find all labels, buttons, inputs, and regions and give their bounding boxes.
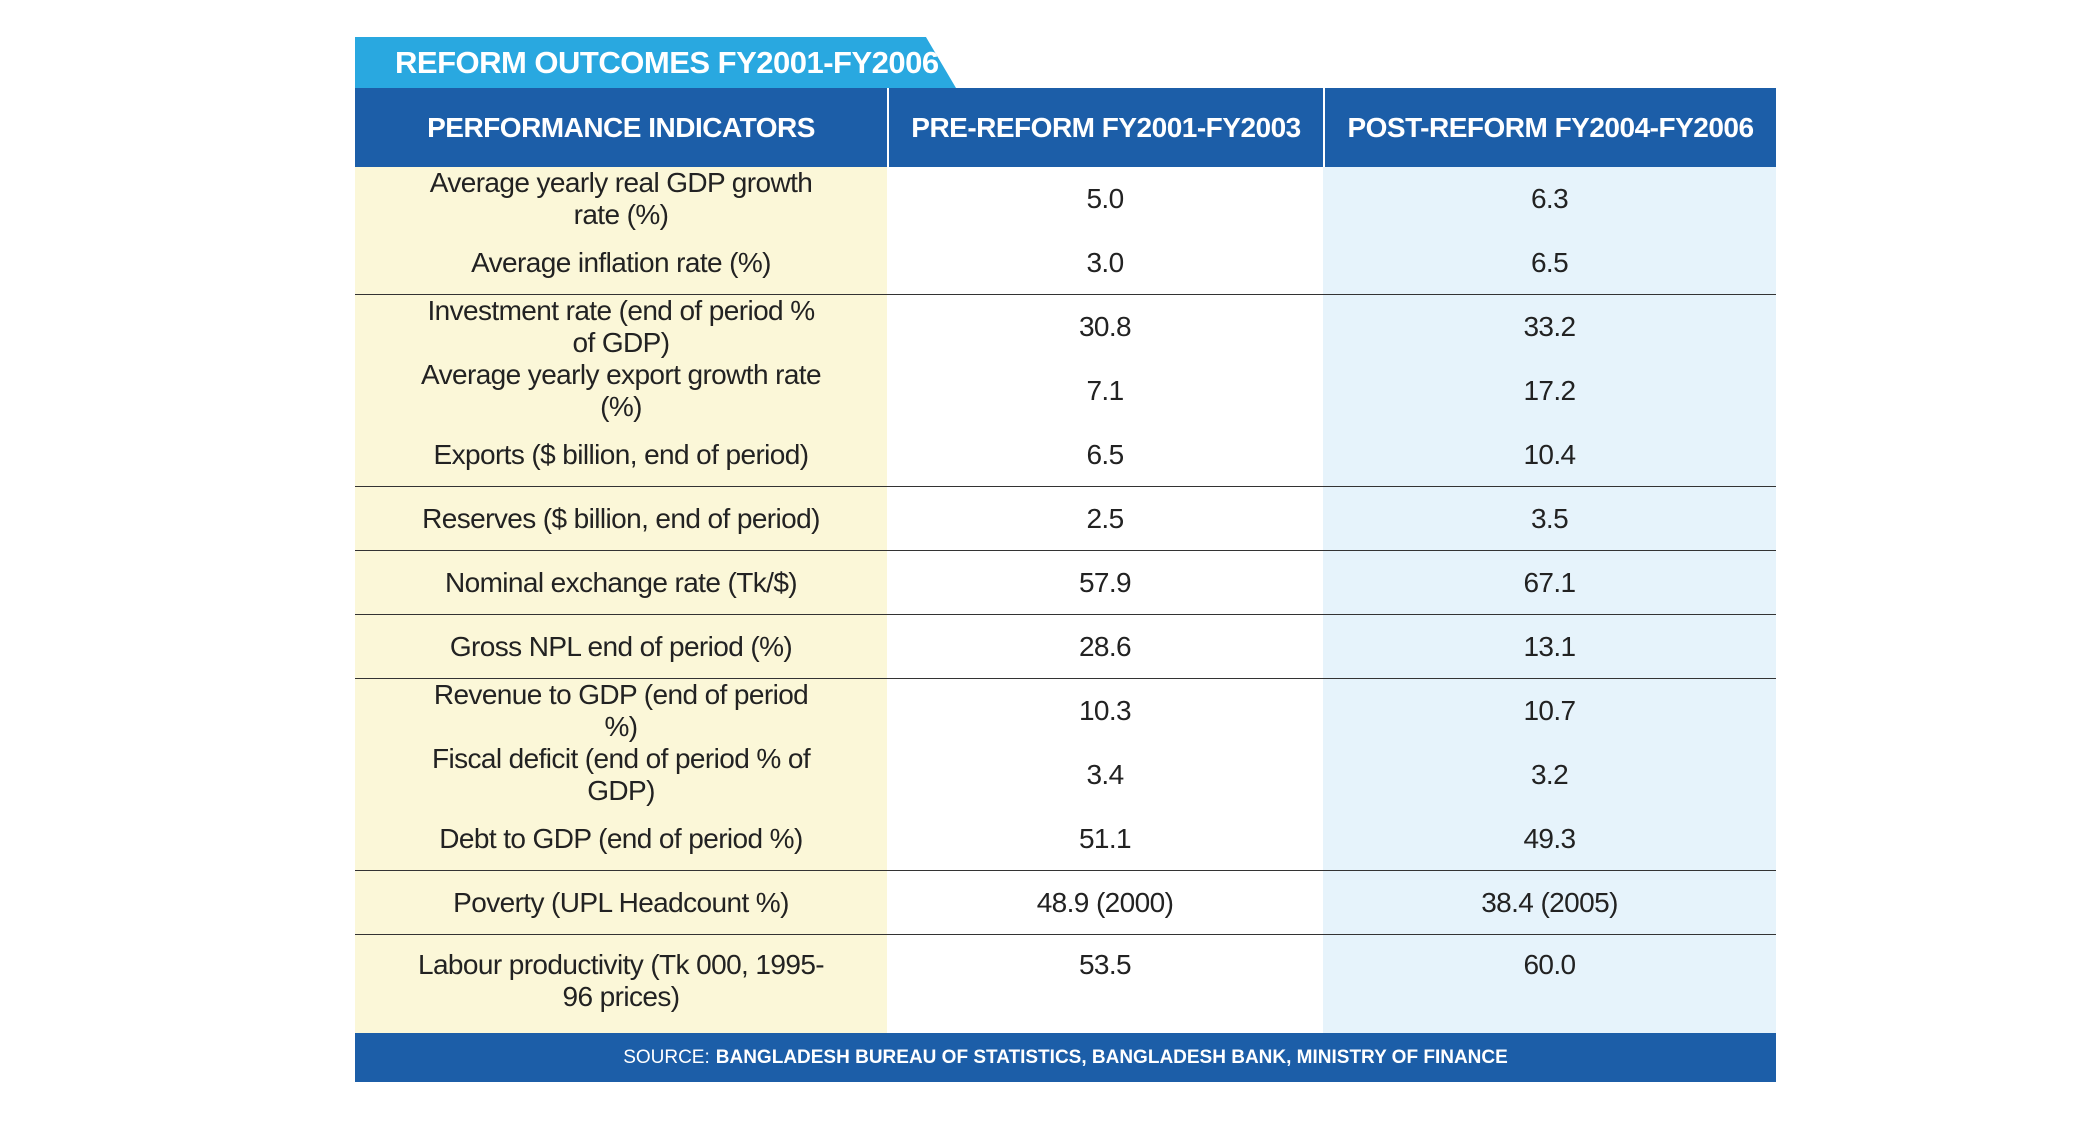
value-cell: 2.5 xyxy=(887,487,1323,550)
table-row: Average yearly export growth rate (%) 7.1… xyxy=(355,359,1776,423)
column-header: PRE-REFORM FY2001-FY2003 xyxy=(887,88,1323,167)
source-label: SOURCE: xyxy=(623,1046,710,1068)
table-row: Gross NPL end of period (%) 28.6 13.1 xyxy=(355,615,1776,679)
indicator-cell: Average yearly export growth rate (%) xyxy=(355,359,887,423)
indicator-cell: Average yearly real GDP growth rate (%) xyxy=(355,167,887,231)
value-cell: 3.2 xyxy=(1323,743,1776,807)
value-cell: 6.5 xyxy=(1323,231,1776,294)
value-cell: 51.1 xyxy=(887,807,1323,870)
indicator-cell: Average inflation rate (%) xyxy=(355,231,887,294)
table-row: Revenue to GDP (end of period %) 10.3 10.7 xyxy=(355,679,1776,743)
value-cell: 10.4 xyxy=(1323,423,1776,486)
value-cell: 53.5 xyxy=(887,935,1323,1033)
value-cell: 6.5 xyxy=(887,423,1323,486)
indicator-cell: Revenue to GDP (end of period %) xyxy=(355,679,887,743)
indicator-cell: Gross NPL end of period (%) xyxy=(355,615,887,678)
table-card: REFORM OUTCOMES FY2001-FY2006 PERFORMANC… xyxy=(355,37,1776,1082)
indicator-cell: Debt to GDP (end of period %) xyxy=(355,807,887,870)
column-header: PERFORMANCE INDICATORS xyxy=(427,111,815,143)
table-row: Average inflation rate (%) 3.0 6.5 xyxy=(355,231,1776,295)
value-cell: 5.0 xyxy=(887,167,1323,231)
table-row: Nominal exchange rate (Tk/$) 57.9 67.1 xyxy=(355,551,1776,615)
table-row: Poverty (UPL Headcount %) 48.9 (2000) 38.4… xyxy=(355,871,1776,935)
table-body: Average yearly real GDP growth rate (%) 5… xyxy=(355,167,1776,1033)
header-row: PERFORMANCE INDICATORS PRE-REFORM FY2001-… xyxy=(355,88,1776,167)
value-cell: 60.0 xyxy=(1323,935,1776,1033)
value-cell: 3.5 xyxy=(1323,487,1776,550)
value-cell: 38.4 (2005) xyxy=(1323,871,1776,934)
source-bar: SOURCE: BANGLADESH BUREAU OF STATISTICS,… xyxy=(355,1033,1776,1082)
value-cell: 10.3 xyxy=(887,679,1323,743)
indicator-cell: Investment rate (end of period % of GDP) xyxy=(355,295,887,359)
value-cell: 30.8 xyxy=(887,295,1323,359)
indicator-cell: Exports ($ billion, end of period) xyxy=(355,423,887,486)
indicator-cell: Reserves ($ billion, end of period) xyxy=(355,487,887,550)
value-cell: 28.6 xyxy=(887,615,1323,678)
indicator-cell: Poverty (UPL Headcount %) xyxy=(355,871,887,934)
indicator-cell: Nominal exchange rate (Tk/$) xyxy=(355,551,887,614)
indicator-cell: Fiscal deficit (end of period % of GDP) xyxy=(355,743,887,807)
table-row: Exports ($ billion, end of period) 6.5 10.… xyxy=(355,423,1776,487)
value-cell: 3.0 xyxy=(887,231,1323,294)
table-row: Labour productivity (Tk 000, 1995-96 pri… xyxy=(355,935,1776,1033)
value-cell: 48.9 (2000) xyxy=(887,871,1323,934)
value-cell: 6.3 xyxy=(1323,167,1776,231)
title-tab: REFORM OUTCOMES FY2001-FY2006 xyxy=(355,37,956,88)
source-text: BANGLADESH BUREAU OF STATISTICS, BANGLAD… xyxy=(715,1046,1508,1068)
value-cell: 49.3 xyxy=(1323,807,1776,870)
value-cell: 3.4 xyxy=(887,743,1323,807)
value-cell: 10.7 xyxy=(1323,679,1776,743)
table-row: Fiscal deficit (end of period % of GDP) 3… xyxy=(355,743,1776,807)
value-cell: 67.1 xyxy=(1323,551,1776,614)
table-row: Reserves ($ billion, end of period) 2.5 3.… xyxy=(355,487,1776,551)
indicator-cell: Labour productivity (Tk 000, 1995-96 pri… xyxy=(355,935,887,1033)
value-cell: 33.2 xyxy=(1323,295,1776,359)
table-row: Investment rate (end of period % of GDP)… xyxy=(355,295,1776,359)
table-row: Debt to GDP (end of period %) 51.1 49.3 xyxy=(355,807,1776,871)
value-cell: 13.1 xyxy=(1323,615,1776,678)
value-cell: 7.1 xyxy=(887,359,1323,423)
table-row: Average yearly real GDP growth rate (%) 5… xyxy=(355,167,1776,231)
value-cell: 57.9 xyxy=(887,551,1323,614)
value-cell: 17.2 xyxy=(1323,359,1776,423)
column-header: POST-REFORM FY2004-FY2006 xyxy=(1323,88,1776,167)
